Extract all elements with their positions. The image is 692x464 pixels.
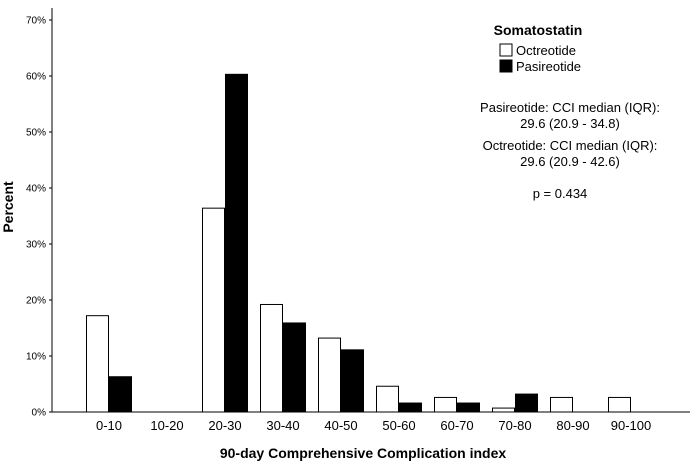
x-tick-label: 10-20: [150, 418, 183, 433]
y-tick-label: 0%: [32, 408, 47, 419]
x-tick-label: 0-10: [96, 418, 122, 433]
bar-octreotide-40-50: [318, 337, 341, 413]
x-tick-label: 70-80: [498, 418, 531, 433]
annotation-octreotide-label: Octreotide: CCI median (IQR):: [483, 138, 658, 153]
legend-swatch-pasireotide: [499, 59, 513, 73]
legend-label-octreotide: Octreotide: [516, 43, 576, 58]
y-tick-label: 50%: [26, 128, 46, 139]
annotations: Pasireotide: CCI median (IQR): 29.6 (20.…: [480, 100, 660, 201]
bar-pasireotide-50-60: [399, 402, 422, 413]
x-tick-label: 90-100: [611, 418, 651, 433]
y-axis-title: Percent: [0, 181, 16, 233]
bar-octreotide-80-90: [550, 396, 573, 413]
annotation-pasireotide-label: Pasireotide: CCI median (IQR):: [480, 100, 660, 115]
bar-pasireotide-0-10: [109, 376, 132, 413]
x-tick-label: 40-50: [324, 418, 357, 433]
y-tick-label: 20%: [26, 296, 46, 307]
bar-pasireotide-20-30: [225, 73, 248, 413]
bar-pasireotide-40-50: [341, 349, 364, 413]
bar-octreotide-60-70: [434, 396, 457, 413]
y-tick-label: 60%: [26, 72, 46, 83]
legend-swatch-octreotide: [499, 43, 513, 57]
legend-title: Somatostatin: [494, 22, 583, 38]
y-tick-label: 70%: [26, 16, 46, 27]
y-tick-label: 40%: [26, 184, 46, 195]
bar-octreotide-70-80: [492, 407, 515, 413]
bar-octreotide-50-60: [376, 385, 399, 413]
x-tick-label: 80-90: [556, 418, 589, 433]
bar-pasireotide-60-70: [457, 402, 480, 413]
bar-pasireotide-30-40: [283, 322, 306, 413]
x-tick-label: 50-60: [382, 418, 415, 433]
x-tick-label: 30-40: [266, 418, 299, 433]
bar-octreotide-30-40: [260, 303, 283, 413]
x-axis-title: 90-day Comprehensive Complication index: [220, 445, 507, 461]
annotation-octreotide-value: 29.6 (20.9 - 42.6): [520, 154, 620, 169]
bar-octreotide-20-30: [202, 207, 225, 413]
legend-label-pasireotide: Pasireotide: [516, 59, 581, 74]
x-axis-tick-labels: 0-10 10-20 20-30 30-40 40-50 50-60 60-70 70-80 8…: [96, 418, 651, 433]
y-tick-label: 30%: [26, 240, 46, 251]
annotation-p-value: p = 0.434: [533, 186, 588, 201]
y-tick-label: 10%: [26, 352, 46, 363]
bar-pasireotide-70-80: [515, 393, 538, 413]
bar-octreotide-0-10: [86, 315, 109, 413]
y-axis-ticks: 0% 10% 20% 30% 40% 50% 60% 70%: [26, 16, 52, 419]
x-tick-label: 60-70: [440, 418, 473, 433]
annotation-pasireotide-value: 29.6 (20.9 - 34.8): [520, 116, 620, 131]
bar-octreotide-90-100: [608, 396, 631, 413]
x-tick-label: 20-30: [208, 418, 241, 433]
legend: Somatostatin Octreotide Pasireotide: [494, 22, 583, 74]
